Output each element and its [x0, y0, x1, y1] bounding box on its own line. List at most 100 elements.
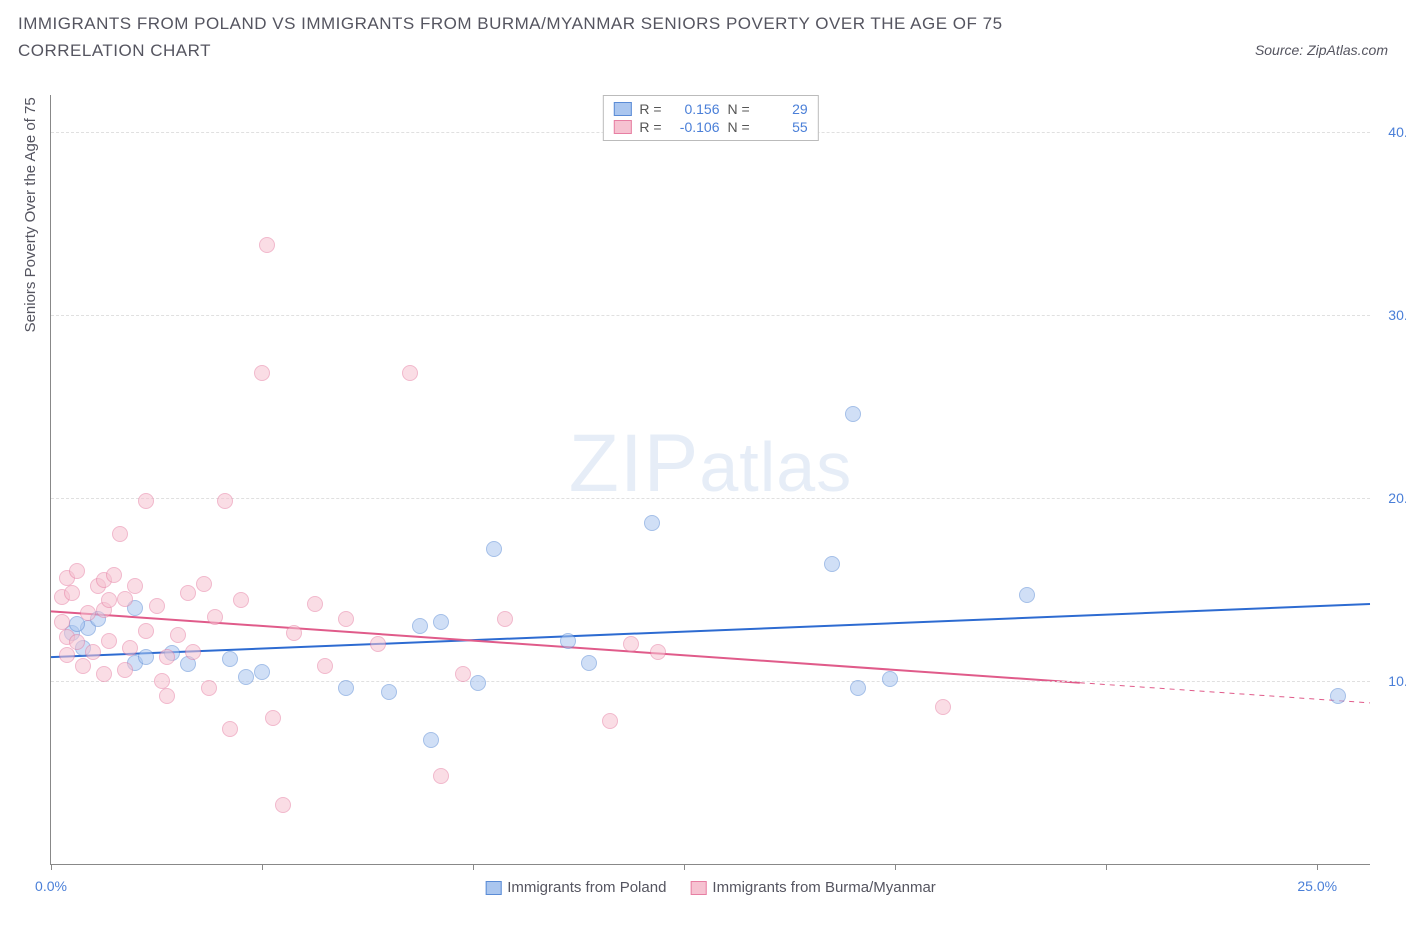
chart-title: IMMIGRANTS FROM POLAND VS IMMIGRANTS FRO… — [18, 10, 1118, 64]
data-point-burma — [80, 605, 96, 621]
data-point-poland — [238, 669, 254, 685]
data-point-burma — [112, 526, 128, 542]
correlation-legend: R = 0.156 N = 29 R = -0.106 N = 55 — [602, 95, 818, 141]
data-point-burma — [207, 609, 223, 625]
data-point-poland — [1330, 688, 1346, 704]
x-tick-label: 25.0% — [1297, 878, 1337, 894]
legend-row-poland: R = 0.156 N = 29 — [613, 100, 807, 118]
data-point-burma — [101, 633, 117, 649]
data-point-burma — [69, 634, 85, 650]
y-tick-label: 30.0% — [1388, 307, 1406, 323]
data-point-burma — [180, 585, 196, 601]
data-point-burma — [185, 644, 201, 660]
swatch-burma-icon — [690, 881, 706, 895]
data-point-burma — [122, 640, 138, 656]
swatch-poland — [613, 102, 631, 116]
r-label: R = — [639, 119, 661, 135]
x-tick-label: 0.0% — [35, 878, 67, 894]
n-value-poland: 29 — [758, 101, 808, 117]
data-point-poland — [338, 680, 354, 696]
data-point-poland — [845, 406, 861, 422]
scatter-plot: ZIPatlas R = 0.156 N = 29 R = -0.106 N =… — [50, 95, 1370, 865]
data-point-burma — [455, 666, 471, 682]
r-value-burma: -0.106 — [670, 119, 720, 135]
data-point-burma — [275, 797, 291, 813]
data-point-poland — [222, 651, 238, 667]
swatch-poland-icon — [485, 881, 501, 895]
data-point-burma — [64, 585, 80, 601]
data-point-burma — [307, 596, 323, 612]
data-point-poland — [486, 541, 502, 557]
x-tick — [1317, 864, 1318, 870]
data-point-burma — [201, 680, 217, 696]
data-point-burma — [196, 576, 212, 592]
data-point-burma — [85, 644, 101, 660]
data-point-poland — [850, 680, 866, 696]
y-tick-label: 20.0% — [1388, 490, 1406, 506]
data-point-poland — [824, 556, 840, 572]
data-point-burma — [317, 658, 333, 674]
data-point-burma — [96, 666, 112, 682]
data-point-burma — [602, 713, 618, 729]
data-point-burma — [138, 623, 154, 639]
data-point-poland — [381, 684, 397, 700]
data-point-burma — [233, 592, 249, 608]
data-point-burma — [217, 493, 233, 509]
data-point-poland — [470, 675, 486, 691]
r-value-poland: 0.156 — [670, 101, 720, 117]
n-label: N = — [728, 119, 750, 135]
data-point-burma — [54, 614, 70, 630]
data-point-poland — [560, 633, 576, 649]
legend-row-burma: R = -0.106 N = 55 — [613, 118, 807, 136]
data-point-burma — [259, 237, 275, 253]
data-point-burma — [159, 649, 175, 665]
n-value-burma: 55 — [758, 119, 808, 135]
trend-lines — [51, 95, 1370, 864]
y-tick-label: 40.0% — [1388, 124, 1406, 140]
data-point-poland — [644, 515, 660, 531]
data-point-burma — [170, 627, 186, 643]
data-point-burma — [101, 592, 117, 608]
data-point-burma — [433, 768, 449, 784]
legend-label-burma: Immigrants from Burma/Myanmar — [712, 879, 935, 896]
data-point-burma — [402, 365, 418, 381]
data-point-burma — [497, 611, 513, 627]
data-point-burma — [127, 578, 143, 594]
data-point-burma — [59, 647, 75, 663]
x-tick — [51, 864, 52, 870]
trendline-burma-extrapolated — [1080, 683, 1370, 703]
source-label: Source: ZipAtlas.com — [1255, 42, 1388, 58]
data-point-burma — [75, 658, 91, 674]
data-point-burma — [338, 611, 354, 627]
data-point-burma — [222, 721, 238, 737]
data-point-burma — [265, 710, 281, 726]
data-point-burma — [117, 662, 133, 678]
x-tick — [262, 864, 263, 870]
data-point-poland — [423, 732, 439, 748]
legend-item-poland: Immigrants from Poland — [485, 879, 666, 896]
data-point-poland — [581, 655, 597, 671]
gridline — [51, 498, 1370, 499]
n-label: N = — [728, 101, 750, 117]
data-point-poland — [138, 649, 154, 665]
data-point-burma — [138, 493, 154, 509]
data-point-burma — [286, 625, 302, 641]
x-tick — [895, 864, 896, 870]
series-legend: Immigrants from Poland Immigrants from B… — [485, 879, 936, 896]
x-tick — [1106, 864, 1107, 870]
legend-label-poland: Immigrants from Poland — [507, 879, 666, 896]
data-point-burma — [69, 563, 85, 579]
r-label: R = — [639, 101, 661, 117]
data-point-burma — [935, 699, 951, 715]
data-point-poland — [412, 618, 428, 634]
data-point-burma — [370, 636, 386, 652]
swatch-burma — [613, 120, 631, 134]
y-axis-label: Seniors Poverty Over the Age of 75 — [22, 97, 39, 332]
x-tick — [684, 864, 685, 870]
data-point-burma — [159, 688, 175, 704]
data-point-burma — [106, 567, 122, 583]
data-point-burma — [149, 598, 165, 614]
x-tick — [473, 864, 474, 870]
legend-item-burma: Immigrants from Burma/Myanmar — [690, 879, 935, 896]
gridline — [51, 315, 1370, 316]
